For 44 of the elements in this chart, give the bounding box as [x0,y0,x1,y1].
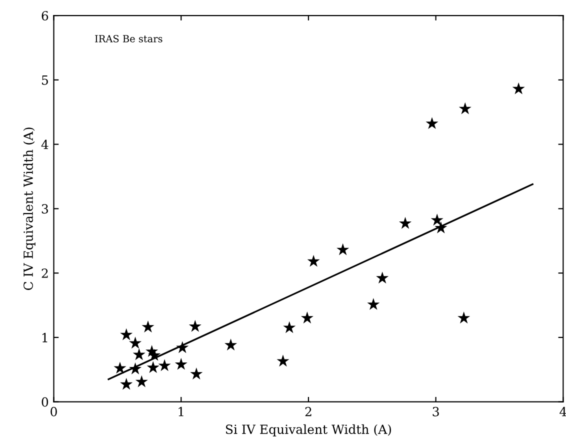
point [132,348,146,360]
point [188,320,202,332]
point [434,221,448,234]
point [129,362,142,374]
x-tick-label: 2 [305,406,312,416]
point [190,368,203,380]
y-tick-label: 5 [42,76,48,85]
point [174,358,188,370]
point [307,254,320,267]
point [135,375,148,388]
point [224,338,238,350]
point [367,298,380,310]
point [283,321,296,334]
x-tick-label: 1 [178,406,184,416]
y-tick-label: 1 [42,332,48,342]
annotation: IRAS Be stars [95,35,162,42]
x-tick-label: 0 [50,406,57,416]
point [148,348,161,361]
point [158,359,171,372]
point [300,312,314,324]
point [398,216,412,229]
y-tick-label: 2 [42,268,48,278]
point [458,102,472,114]
point [336,243,350,256]
point [129,336,142,349]
point [146,361,160,374]
x-tick-label: 3 [432,406,439,416]
y-axis-title: C IV Equivalent Width (A) [23,128,36,290]
point [114,362,126,374]
point [426,117,438,130]
point [120,328,133,340]
point [430,214,444,226]
point [512,82,525,94]
y-tick-label: 4 [41,140,48,150]
point [176,341,189,354]
y-tick-label: 0 [42,397,48,407]
point [376,272,389,284]
point [120,378,133,390]
point [458,312,470,324]
point [276,354,290,367]
y-tick-label: 6 [42,11,48,20]
point [142,320,154,332]
x-axis-title: Si IV Equivalent Width (A) [226,424,392,436]
y-tick-label: 3 [42,204,48,214]
